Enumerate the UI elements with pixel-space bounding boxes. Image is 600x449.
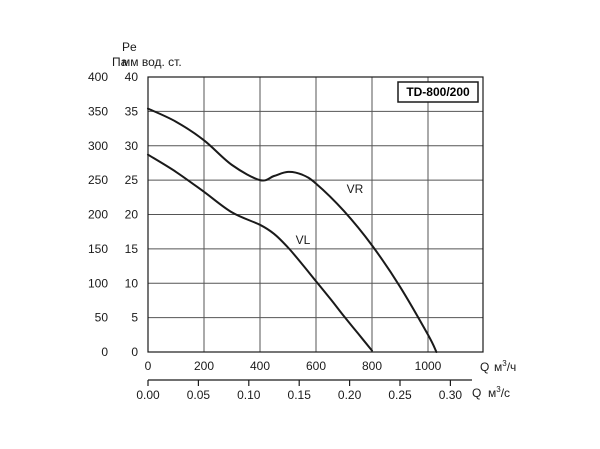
x-axis-m3h-symbol: Q (480, 360, 489, 374)
curves: VR VL (147, 107, 438, 353)
x-tick-m3h-4: 800 (362, 359, 382, 373)
y-tick-pa-6: 300 (88, 139, 108, 153)
y-tick-mm-8: 40 (125, 70, 139, 84)
x-axis-m3h-ticks: 0 200 400 600 800 1000 (145, 359, 442, 373)
y-tick-pa-4: 200 (88, 208, 108, 222)
y-tick-pa-7: 350 (88, 104, 108, 118)
x-axis-m3h-unit-base: м (494, 360, 502, 374)
x-axis-m3h-unit-rest: /ч (507, 360, 517, 374)
y-tick-mm-1: 5 (131, 311, 138, 325)
grid-lines (147, 76, 483, 353)
series-label-vl: VL (296, 233, 311, 247)
x-tick-m3s-6: 0.30 (439, 388, 463, 402)
y-axis-pa-ticks: 0 50 100 150 200 250 300 350 400 (88, 70, 108, 359)
x-axis-m3s-ticks: 0.00 0.05 0.10 0.15 0.20 0.25 0.30 (136, 380, 462, 402)
y-tick-mm-7: 35 (125, 104, 139, 118)
x-tick-m3s-5: 0.25 (388, 388, 412, 402)
y-axis-mm-unit-symbol: Pe (122, 40, 137, 54)
x-axis-m3s-symbol: Q (472, 386, 481, 400)
series-label-vr: VR (347, 182, 364, 196)
x-axis-m3s-unit-rest: /с (501, 386, 510, 400)
y-tick-mm-2: 10 (125, 276, 139, 290)
x-tick-m3h-0: 0 (145, 359, 152, 373)
y-tick-mm-0: 0 (131, 345, 138, 359)
model-label-box (397, 81, 479, 103)
x-axis-m3h-unit-exp: 3 (502, 359, 507, 368)
x-axis-m3s-unit-base: м (488, 386, 496, 400)
x-tick-m3s-0: 0.00 (136, 388, 160, 402)
y-tick-mm-4: 20 (125, 208, 139, 222)
x-tick-m3h-5: 1000 (415, 359, 442, 373)
x-tick-m3h-1: 200 (194, 359, 214, 373)
y-tick-pa-1: 50 (95, 311, 109, 325)
y-tick-pa-8: 400 (88, 70, 108, 84)
series-curve-vr (147, 107, 438, 353)
model-label: TD-800/200 (406, 85, 470, 99)
series-curve-vl (147, 153, 373, 352)
y-tick-mm-6: 30 (125, 139, 139, 153)
y-tick-pa-2: 100 (88, 276, 108, 290)
x-tick-m3s-1: 0.05 (187, 388, 211, 402)
x-axis-m3s-unit: м3/с (488, 385, 510, 400)
y-tick-mm-3: 15 (125, 242, 139, 256)
x-tick-m3h-2: 400 (250, 359, 270, 373)
x-axis-m3h-unit: м3/ч (494, 359, 516, 374)
y-tick-pa-0: 0 (101, 345, 108, 359)
x-tick-m3h-3: 600 (306, 359, 326, 373)
y-tick-pa-3: 150 (88, 242, 108, 256)
x-axis-m3s-unit-exp: 3 (496, 385, 501, 394)
x-tick-m3s-4: 0.20 (338, 388, 362, 402)
x-tick-m3s-2: 0.10 (237, 388, 261, 402)
y-tick-mm-5: 25 (125, 173, 139, 187)
y-tick-pa-5: 250 (88, 173, 108, 187)
x-tick-m3s-3: 0.15 (288, 388, 312, 402)
y-axis-mm-unit: мм вод. ст. (122, 55, 182, 69)
plot-frame (147, 76, 484, 353)
y-axis-mm-ticks: 0 5 10 15 20 25 30 35 40 (125, 70, 139, 359)
y-axis-pa-unit: Па (112, 55, 128, 69)
